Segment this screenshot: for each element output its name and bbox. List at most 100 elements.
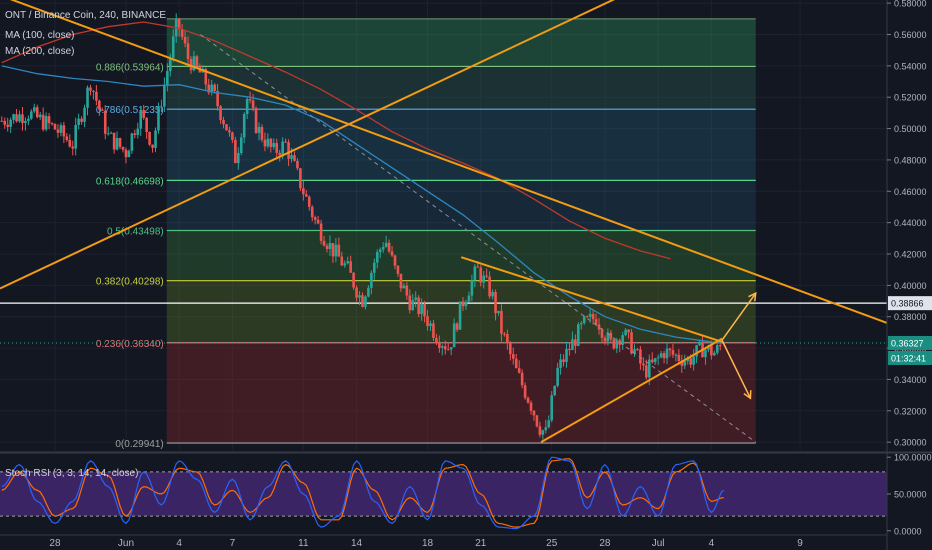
candle-body-65 bbox=[192, 56, 196, 71]
candle-body-210 bbox=[621, 335, 624, 345]
trendline-3[interactable] bbox=[540, 337, 723, 444]
candle-body-70 bbox=[207, 84, 211, 93]
candle-body-220 bbox=[650, 359, 654, 363]
y-tick-label-0: 0.58000 bbox=[894, 0, 927, 9]
candle-body-215 bbox=[636, 349, 639, 351]
x-tick-label-5: 14 bbox=[351, 538, 363, 549]
candle-body-55 bbox=[163, 84, 166, 107]
x-tick-label-0: 28 bbox=[49, 538, 61, 549]
candle-body-211 bbox=[624, 329, 627, 336]
candle-body-14 bbox=[41, 114, 45, 130]
candle-body-61 bbox=[180, 29, 184, 37]
candle-body-187 bbox=[553, 385, 556, 396]
candle-body-109 bbox=[322, 240, 326, 246]
candle-body-146 bbox=[432, 323, 435, 338]
trendline-2[interactable] bbox=[460, 256, 723, 343]
trendline-1[interactable] bbox=[0, 0, 623, 290]
x-tick-label-8: 25 bbox=[546, 538, 558, 549]
candle-body-8 bbox=[24, 120, 27, 124]
candle-body-173 bbox=[511, 354, 515, 359]
candle-body-13 bbox=[38, 114, 42, 118]
candle-body-15 bbox=[44, 116, 48, 130]
y-tick-label-5: 0.48000 bbox=[894, 155, 927, 165]
candle-body-207 bbox=[612, 339, 616, 349]
x-tick-label-9: 28 bbox=[599, 538, 611, 549]
candle-body-192 bbox=[568, 348, 571, 351]
candle-body-86 bbox=[254, 107, 258, 133]
candle-body-121 bbox=[358, 295, 361, 298]
candle-body-66 bbox=[195, 56, 199, 66]
candle-body-31 bbox=[92, 90, 95, 92]
candle-body-69 bbox=[204, 68, 208, 85]
y-tick-label-12: 0.34000 bbox=[894, 375, 927, 385]
candle-body-77 bbox=[228, 130, 231, 133]
candle-body-136 bbox=[402, 285, 406, 289]
candle-body-100 bbox=[296, 160, 299, 169]
candle-body-81 bbox=[239, 137, 243, 154]
y-tick-label-10: 0.38000 bbox=[894, 312, 927, 322]
trendline-0[interactable] bbox=[0, 0, 887, 324]
candle-body-228 bbox=[674, 354, 678, 356]
candle-body-23 bbox=[68, 139, 72, 147]
candle-body-57 bbox=[169, 57, 172, 71]
candle-body-22 bbox=[65, 136, 69, 140]
candle-body-84 bbox=[248, 99, 252, 101]
candle-body-134 bbox=[396, 265, 400, 274]
candle-body-51 bbox=[151, 144, 154, 148]
candle-body-102 bbox=[302, 188, 305, 195]
candle-body-152 bbox=[449, 347, 453, 350]
candle-body-214 bbox=[633, 349, 636, 354]
candle-body-44 bbox=[130, 133, 134, 151]
y-tick-label-4: 0.50000 bbox=[894, 124, 927, 134]
candle-body-133 bbox=[393, 255, 397, 266]
candle-body-116 bbox=[343, 263, 347, 266]
candle-body-83 bbox=[245, 99, 249, 115]
candle-body-19 bbox=[56, 129, 60, 133]
stoch-rsi-pane bbox=[0, 456, 887, 530]
candle-body-147 bbox=[435, 337, 438, 344]
candle-body-118 bbox=[349, 261, 352, 273]
fib-label-4: 0.382(0.40298) bbox=[96, 277, 164, 288]
candle-body-221 bbox=[653, 358, 657, 363]
candle-body-26 bbox=[77, 118, 80, 125]
candle-body-170 bbox=[503, 333, 506, 335]
fib-label-6: 0(0.29941) bbox=[115, 439, 163, 450]
candle-body-230 bbox=[680, 360, 684, 366]
candle-body-217 bbox=[642, 363, 645, 366]
candle-body-99 bbox=[293, 155, 296, 161]
fib-label-1: 0.786(0.51235) bbox=[96, 105, 164, 116]
candle-body-179 bbox=[529, 402, 533, 411]
countdown-badge: 01:32:41 bbox=[891, 353, 926, 363]
candle-body-188 bbox=[556, 367, 559, 386]
candle-body-79 bbox=[234, 139, 237, 164]
candle-body-238 bbox=[704, 349, 707, 358]
x-tick-label-7: 21 bbox=[475, 538, 487, 549]
candle-body-46 bbox=[136, 128, 140, 135]
rsi-band bbox=[0, 471, 887, 517]
candle-body-138 bbox=[408, 295, 412, 311]
candle-body-6 bbox=[18, 114, 21, 122]
candle-body-113 bbox=[334, 244, 338, 257]
level-price-badge: 0.38866 bbox=[891, 299, 924, 309]
candle-body-212 bbox=[627, 329, 630, 333]
candle-body-154 bbox=[455, 323, 459, 330]
fib-zone-4 bbox=[166, 230, 756, 281]
x-tick-label-11: 4 bbox=[709, 538, 715, 549]
rsi-tick-label-0: 100.0000 bbox=[894, 453, 932, 463]
candle-body-185 bbox=[547, 420, 551, 428]
candle-body-32 bbox=[95, 91, 98, 101]
last-price-badge: 0.36327 bbox=[891, 338, 924, 348]
candle-body-122 bbox=[361, 295, 364, 307]
candle-body-229 bbox=[677, 354, 681, 361]
candle-body-72 bbox=[213, 84, 216, 91]
candle-body-30 bbox=[89, 87, 92, 91]
candle-body-115 bbox=[340, 256, 344, 266]
candle-body-74 bbox=[219, 106, 222, 120]
candle-body-198 bbox=[585, 316, 589, 318]
candle-body-174 bbox=[514, 358, 518, 369]
price-axis-bg[interactable] bbox=[887, 0, 932, 550]
candle-body-162 bbox=[479, 267, 483, 283]
candle-body-41 bbox=[121, 146, 125, 150]
